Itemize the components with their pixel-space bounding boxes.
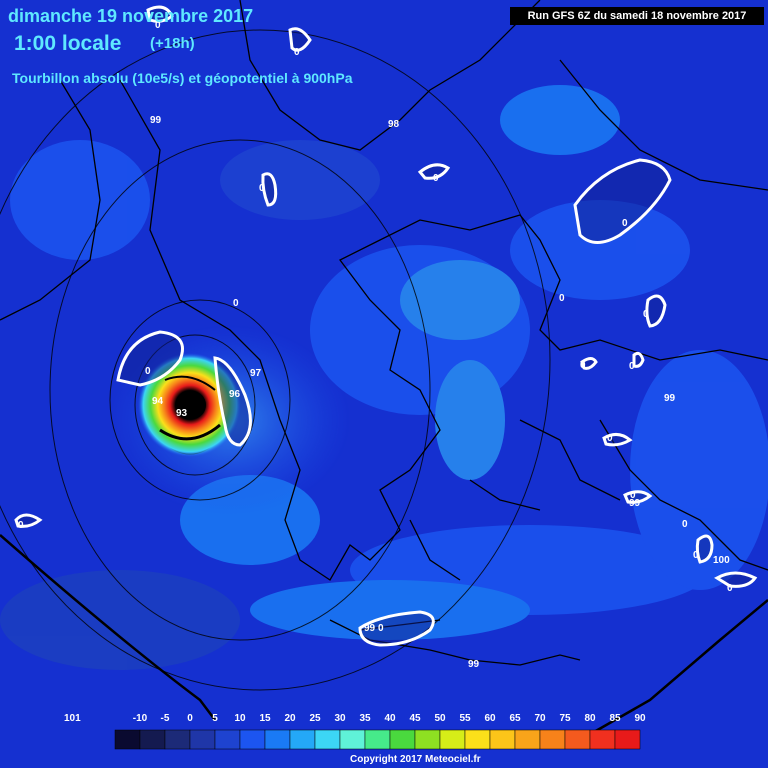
contour-label: 100 <box>713 555 730 566</box>
contour-label: 0 <box>682 519 688 530</box>
contour-label: 99 <box>664 393 676 404</box>
contour-label: 0 <box>693 550 699 561</box>
colorbar-swatch <box>464 729 491 750</box>
colorbar-swatch <box>589 729 616 750</box>
contour-label: 97 <box>250 368 262 379</box>
colorbar-tick-label: 70 <box>534 713 546 724</box>
contour-label: 0 <box>629 361 635 372</box>
colorbar-swatch <box>414 729 441 750</box>
colorbar-tick-label: 10 <box>234 713 246 724</box>
contour-label: 0 <box>607 433 613 444</box>
colorbar-swatch <box>564 729 591 750</box>
colorbar-tick-label: 35 <box>359 713 371 724</box>
colorbar-tick-label: 60 <box>484 713 496 724</box>
contour-label: 101 <box>64 713 81 724</box>
run-info-banner: Run GFS 6Z du samedi 18 novembre 2017 <box>510 7 764 25</box>
colorbar-swatch <box>239 729 266 750</box>
colorbar-area <box>114 729 641 750</box>
contour-labels: 99 98 0 0 0 0 0 0 0 0 0 0 0 97 96 94 93 … <box>18 20 733 670</box>
colorbar-swatch <box>289 729 316 750</box>
colorbar-tick-label: 85 <box>609 713 621 724</box>
contour-label: 0 <box>18 520 24 531</box>
contour-label: 96 <box>229 389 241 400</box>
colorbar-tick-label: 55 <box>459 713 471 724</box>
colorbar-tick-label: -10 <box>132 713 148 724</box>
contour-label: 0 <box>378 623 384 634</box>
contour-label: 93 <box>176 408 188 419</box>
colorbar-tick-label: 75 <box>559 713 571 724</box>
contour-label: 0 <box>433 173 439 184</box>
contour-label: 94 <box>152 396 164 407</box>
colorbar-tick-label: 20 <box>284 713 296 724</box>
colorbar-swatch <box>314 729 341 750</box>
colorbar-tick-label: 50 <box>434 713 446 724</box>
contour-label: 0 <box>622 218 628 229</box>
copyright: Copyright 2017 Meteociel.fr <box>350 754 481 765</box>
contour-label: 0 <box>294 47 300 58</box>
colorbar-swatch <box>214 729 241 750</box>
colorbar-swatch <box>139 729 166 750</box>
contour-label: 0 <box>643 309 649 320</box>
colorbar-tick-label: 25 <box>309 713 321 724</box>
contour-label: 99 <box>629 498 641 509</box>
zero-contours <box>14 5 758 647</box>
colorbar-tick-label: 45 <box>409 713 421 724</box>
contour-label: 98 <box>388 119 400 130</box>
parameter-description: Tourbillon absolu (10e5/s) et géopotenti… <box>12 70 353 86</box>
colorbar-tick-label: 80 <box>584 713 596 724</box>
colorbar-swatch <box>264 729 291 750</box>
colorbar <box>114 729 641 750</box>
colorbar-tick-label: 15 <box>259 713 271 724</box>
contour-label: 99 <box>150 115 162 126</box>
forecast-date: dimanche 19 novembre 2017 <box>8 6 254 26</box>
contour-label: 0 <box>630 490 636 501</box>
contour-label: 0 <box>259 183 265 194</box>
colorbar-tick-label: -5 <box>160 713 170 724</box>
colorbar-swatch <box>614 729 641 750</box>
contour-label: 99 <box>468 659 480 670</box>
colorbar-swatch <box>539 729 566 750</box>
forecast-lead-time: (+18h) <box>150 35 195 52</box>
colorbar-tick-label: 40 <box>384 713 396 724</box>
colorbar-tick-label: 0 <box>187 713 193 724</box>
colorbar-swatch <box>114 729 141 750</box>
forecast-time: 1:00 locale <box>14 32 122 55</box>
contour-label: 0 <box>233 298 239 309</box>
colorbar-swatch <box>364 729 391 750</box>
colorbar-tick-label: 65 <box>509 713 521 724</box>
colorbar-swatch <box>439 729 466 750</box>
contour-label: 0 <box>145 366 151 377</box>
colorbar-tick-label: 90 <box>634 713 646 724</box>
colorbar-swatch <box>389 729 416 750</box>
contour-label: 99 <box>364 623 376 634</box>
colorbar-tick-label: 5 <box>212 713 218 724</box>
boundary-lines <box>0 534 768 742</box>
colorbar-swatch <box>514 729 541 750</box>
contour-label: 0 <box>727 583 733 594</box>
colorbar-swatch <box>489 729 516 750</box>
contour-label: 0 <box>559 293 565 304</box>
colorbar-swatch <box>339 729 366 750</box>
contour-label: 0 <box>155 20 161 31</box>
colorbar-tick-label: 30 <box>334 713 346 724</box>
colorbar-swatch <box>164 729 191 750</box>
colorbar-swatch <box>189 729 216 750</box>
contour-label: 0 <box>580 360 586 371</box>
vorticity-patches <box>0 85 768 670</box>
